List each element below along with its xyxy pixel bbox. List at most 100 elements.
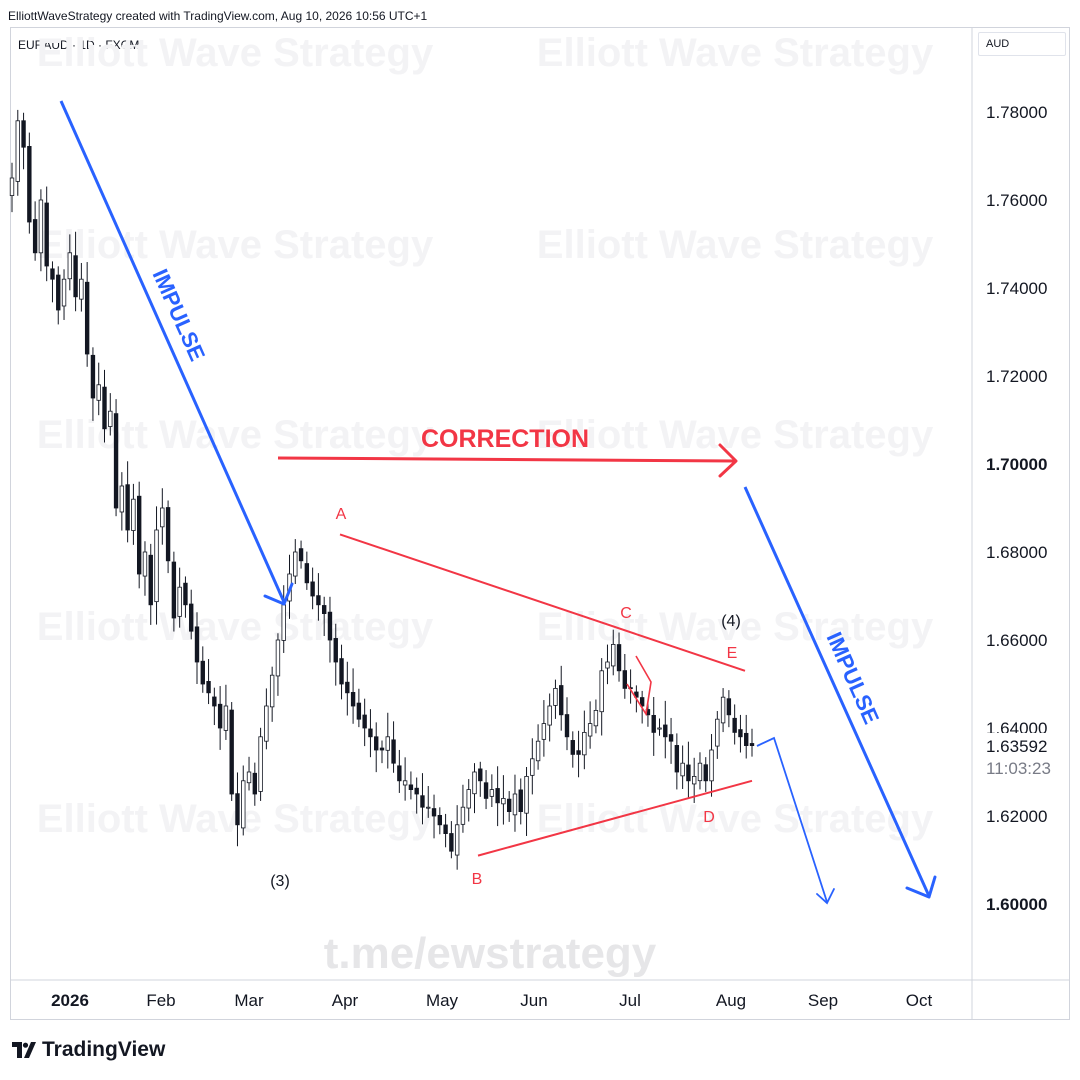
candle-body [125, 484, 130, 531]
candle-body [732, 717, 737, 733]
time-tick-label: Sep [808, 991, 838, 1010]
tradingview-logo[interactable]: TradingView [12, 1038, 165, 1062]
candle-body [431, 808, 437, 817]
candle-body [559, 685, 564, 716]
last-price-value: 1.63592 [986, 737, 1047, 756]
candle-body [258, 736, 263, 792]
correction-arrow-line [277, 456, 736, 463]
watermark-text: Elliott Wave Strategy [537, 413, 934, 457]
candle-body [374, 736, 379, 751]
candle-body [657, 727, 662, 730]
price-tick-label: 1.76000 [986, 191, 1047, 210]
candle-body [177, 586, 182, 617]
candle-body [651, 714, 656, 733]
price-tick-label: 1.78000 [986, 103, 1047, 122]
candle-body [102, 386, 107, 430]
candle-body [495, 788, 500, 804]
candle-body [194, 626, 200, 663]
candle-body [414, 787, 419, 795]
time-tick-label: Jul [619, 991, 641, 1010]
candle-body [84, 281, 90, 355]
symbol-legend[interactable]: EURAUD · 1D · FXCM [18, 38, 140, 52]
candle-body [680, 762, 685, 777]
candle-body [206, 681, 211, 694]
candle-body [697, 762, 703, 782]
candle-body [96, 384, 101, 401]
candle-body [530, 758, 535, 776]
candle-body [501, 798, 506, 805]
candle-body [518, 789, 523, 813]
candle-body [599, 670, 604, 713]
candle-body [61, 278, 67, 307]
candle-body [321, 605, 327, 615]
candle-body [744, 732, 749, 746]
candle-body [345, 681, 350, 694]
watermark-link: t.me/ewstrategy [324, 929, 657, 978]
candle-body [582, 732, 587, 756]
candle-body [391, 739, 396, 764]
candle-body [183, 582, 188, 606]
time-tick-label: May [426, 991, 459, 1010]
wave-label-b: B [472, 871, 483, 888]
candle-body [749, 743, 755, 747]
candle-body [281, 604, 286, 641]
candle-body [443, 824, 448, 834]
wave-label-w4: (4) [721, 613, 741, 630]
watermark-text: Elliott Wave Strategy [537, 31, 934, 75]
candle-body [235, 793, 240, 826]
candle-body [350, 692, 356, 707]
candle-body [593, 710, 599, 727]
candle-body [553, 688, 558, 706]
candle-body [478, 768, 483, 782]
projection-path [756, 736, 828, 903]
candle-body [339, 658, 344, 685]
last-price-tag [974, 733, 1068, 777]
wave-label-w3: (3) [270, 873, 290, 890]
candle-body [449, 833, 454, 852]
candle-body [148, 554, 153, 606]
candle-body [397, 765, 402, 782]
candle-body [333, 638, 338, 663]
wave-label-a: A [336, 506, 347, 523]
candle-body [79, 278, 84, 300]
time-tick-label: Oct [906, 991, 933, 1010]
price-tick-label: 1.70000 [986, 455, 1047, 474]
candle-body [246, 771, 252, 784]
watermark-text: Elliott Wave Strategy [537, 797, 934, 841]
candle-body [160, 507, 165, 528]
candle-body [611, 644, 616, 667]
candle-body [217, 703, 223, 729]
triangle-lower-line [477, 779, 753, 857]
candle-body [587, 723, 593, 737]
candle-body [616, 644, 622, 672]
currency-selector[interactable]: AUD [978, 32, 1066, 56]
candle-body [32, 219, 38, 254]
candles-layer [9, 109, 755, 870]
candle-body [131, 498, 136, 531]
watermark-text: Elliott Wave Strategy [37, 223, 434, 267]
candle-body [108, 410, 113, 427]
candle-body [535, 740, 541, 762]
candle-body [570, 740, 575, 755]
price-tick-label: 1.74000 [986, 279, 1047, 298]
candle-body [605, 661, 610, 669]
candle-body [171, 561, 177, 619]
chart-frame [10, 27, 1070, 1020]
candle-body [275, 639, 281, 677]
impulse-arrow-1-head [263, 582, 294, 606]
candle-body [691, 776, 697, 785]
candle-body [483, 782, 489, 799]
impulse-arrow-2-head [905, 875, 937, 899]
triangle-upper-line [339, 533, 746, 672]
correction-arrow-head [718, 443, 738, 478]
candle-body [154, 529, 159, 603]
candle-body [576, 750, 581, 755]
candle-body [506, 798, 512, 813]
candle-body [316, 595, 321, 606]
candle-body [720, 696, 726, 724]
candle-body [385, 736, 390, 751]
candle-countdown: 11:03:23 [986, 759, 1051, 778]
time-tick-label: Apr [332, 991, 359, 1010]
candle-body [310, 581, 315, 597]
